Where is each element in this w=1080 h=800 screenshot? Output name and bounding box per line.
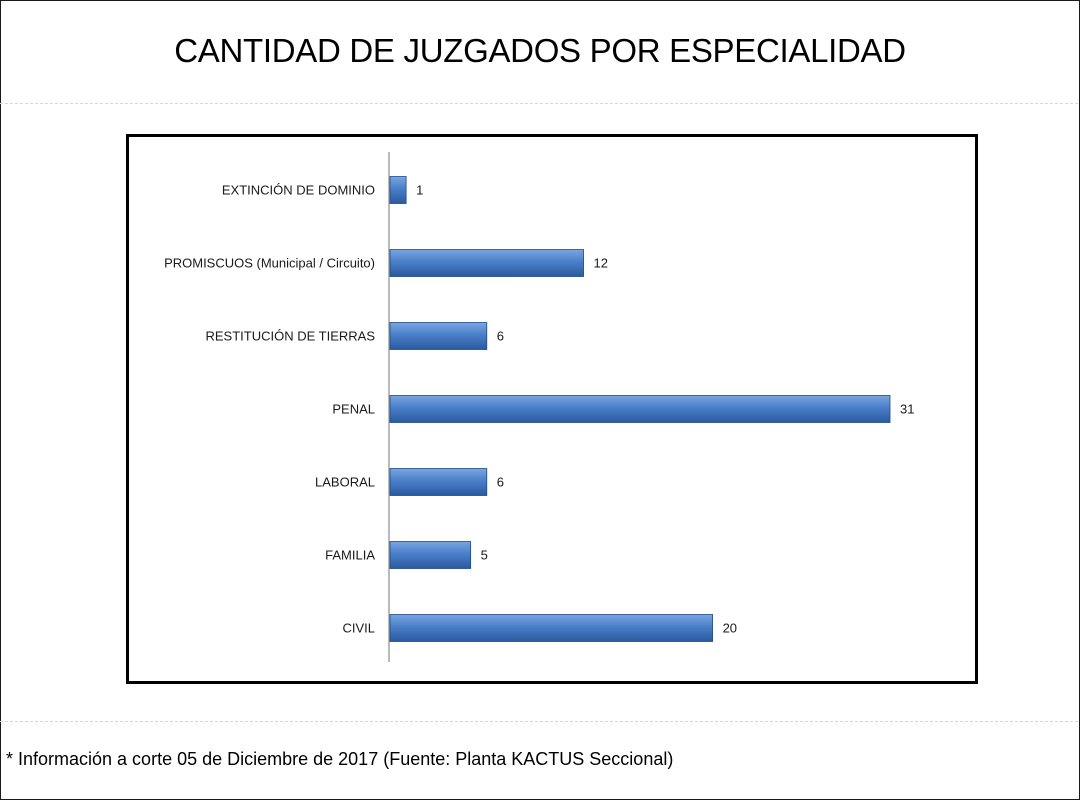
page-title: CANTIDAD DE JUZGADOS POR ESPECIALIDAD	[174, 32, 906, 69]
category-label-laboral: LABORAL	[315, 475, 375, 490]
category-label-promiscuos-municipal-circuito: PROMISCUOS (Municipal / Circuito)	[164, 256, 375, 271]
category-label-restitucion-de-tierras: RESTITUCIÓN DE TIERRAS	[205, 329, 375, 344]
category-label-extincion-de-dominio: EXTINCIÓN DE DOMINIO	[222, 183, 375, 198]
value-label-extincion-de-dominio: 1	[416, 183, 423, 198]
bar-familia	[389, 541, 472, 569]
bar-penal	[389, 395, 891, 423]
bar-laboral	[389, 468, 488, 496]
bar-civil	[389, 614, 713, 642]
value-label-penal: 31	[900, 402, 914, 417]
value-label-promiscuos-municipal-circuito: 12	[594, 256, 608, 271]
value-label-laboral: 6	[497, 475, 504, 490]
footnote: * Información a corte 05 de Diciembre de…	[6, 749, 674, 769]
bar-extincion-de-dominio	[389, 176, 407, 204]
category-label-penal: PENAL	[332, 402, 375, 417]
value-label-familia: 5	[481, 548, 488, 563]
category-label-familia: FAMILIA	[325, 548, 375, 563]
category-label-civil: CIVIL	[342, 621, 375, 636]
bars-group: EXTINCIÓN DE DOMINIO 1 PROMISCUOS (Municip…	[164, 176, 914, 642]
title-divider	[0, 103, 1078, 104]
bar-promiscuos-municipal-circuito	[389, 249, 584, 277]
footer-divider	[0, 721, 1078, 722]
bar-restitucion-de-tierras	[389, 322, 488, 350]
value-label-restitucion-de-tierras: 6	[497, 329, 504, 344]
value-label-civil: 20	[723, 621, 737, 636]
bar-chart: EXTINCIÓN DE DOMINIO 1 PROMISCUOS (Municip…	[164, 152, 914, 662]
